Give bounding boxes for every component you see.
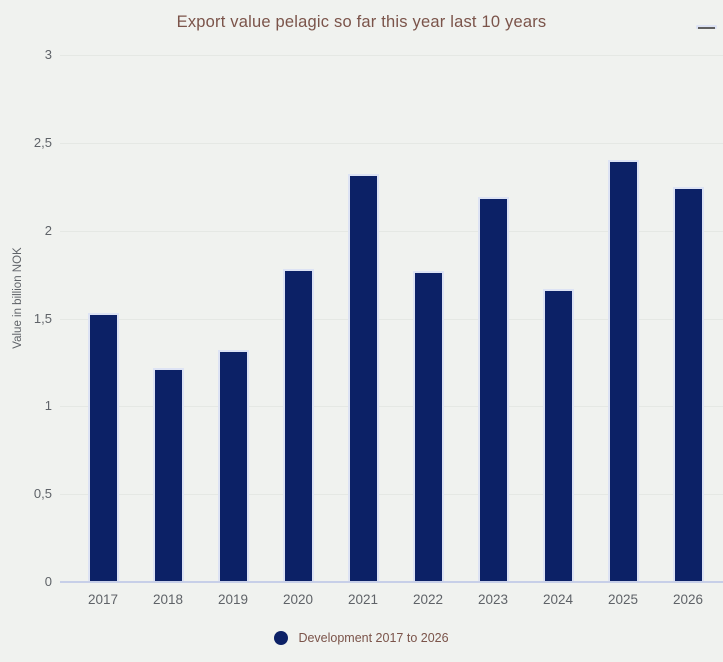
y-axis-tick-label: 3 [44, 47, 52, 62]
gridline [60, 406, 723, 408]
bar-2022[interactable] [412, 271, 444, 582]
y-axis-tick-label: 2 [44, 222, 52, 238]
legend-label: Development 2017 to 2026 [298, 631, 449, 645]
y-axis-tick-label: 0 [44, 574, 52, 589]
x-axis-label: 2019 [217, 592, 249, 607]
bar-2026[interactable] [672, 186, 704, 582]
y-axis-tick-label: 2,5 [33, 134, 52, 150]
x-axis-label: 2025 [607, 592, 639, 607]
x-axis-label: 2022 [412, 592, 444, 607]
bar-2018[interactable] [152, 367, 184, 582]
x-axis-label: 2020 [282, 592, 314, 607]
gridline [60, 494, 723, 496]
bar-2024[interactable] [542, 288, 574, 582]
gridline [60, 318, 723, 320]
bar-2021[interactable] [347, 174, 379, 582]
gridline [60, 230, 723, 232]
bar-2025[interactable] [607, 160, 639, 582]
x-axis-label: 2017 [87, 592, 119, 607]
legend: Development 2017 to 2026 [0, 629, 723, 647]
y-axis-tick-label: 1 [44, 398, 52, 414]
x-axis-line [60, 581, 723, 583]
gridline [60, 142, 723, 144]
bar-2023[interactable] [477, 197, 509, 582]
gridline [60, 55, 723, 56]
chart-title: Export value pelagic so far this year la… [176, 13, 547, 31]
x-axis-label: 2026 [672, 592, 704, 607]
y-axis-tick-label: 0,5 [33, 486, 52, 502]
hamburger-icon [696, 25, 717, 29]
circle-icon [274, 631, 289, 645]
x-axis-label: 2018 [152, 592, 184, 607]
bar-2019[interactable] [217, 350, 249, 582]
context-menu-button[interactable] [696, 16, 718, 38]
legend-item[interactable]: Development 2017 to 2026 [274, 631, 449, 645]
x-axis-label: 2024 [542, 592, 574, 607]
y-axis-title: Value in billion NOK [12, 247, 24, 349]
bar-2017[interactable] [87, 313, 119, 582]
bar-2020[interactable] [282, 269, 314, 582]
x-axis-label: 2023 [477, 592, 509, 607]
y-axis-tick-label: 1,5 [33, 310, 52, 326]
x-axis-label: 2021 [347, 592, 379, 607]
